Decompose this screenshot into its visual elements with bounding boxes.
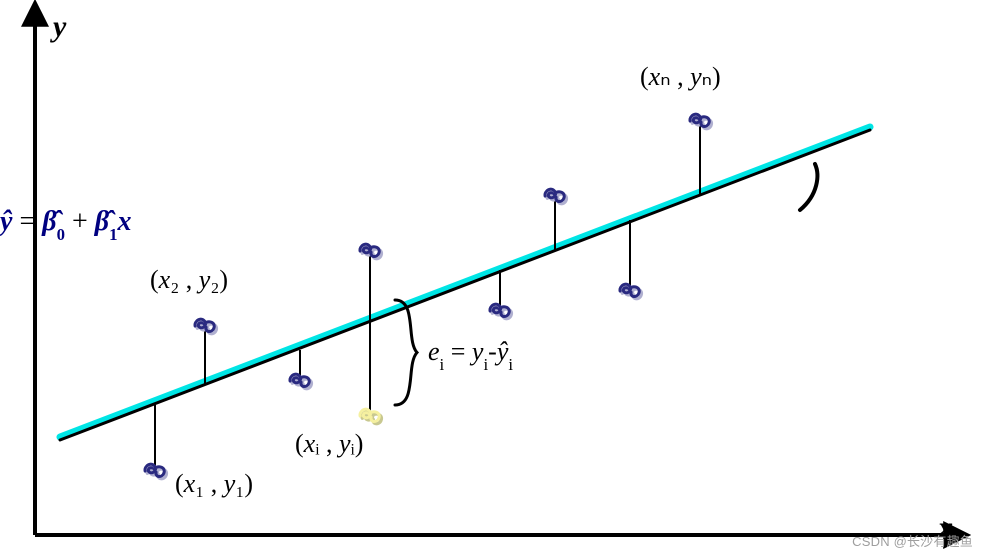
data-point-pi_upper [360, 244, 381, 259]
data-point-p2 [195, 319, 216, 334]
data-point-pi [360, 409, 381, 424]
point-label-p1: (x₁ , y₁) [175, 469, 253, 498]
residual-brace [395, 300, 417, 405]
point-label-pn: (xₙ , yₙ) [640, 62, 721, 91]
data-point-p6 [545, 189, 566, 204]
regression-equation: ŷ = β̂0 + β̂1x [0, 206, 132, 244]
data-point-pn [690, 114, 711, 129]
data-point-p3 [290, 374, 311, 389]
y-axis-label: y [50, 10, 67, 43]
point-label-pi: (xᵢ , yᵢ) [295, 429, 363, 458]
equation-pointer [800, 164, 817, 210]
point-label-p2: (x₂ , y₂) [150, 265, 228, 294]
data-point-p7 [620, 284, 641, 299]
regression-diagram: yx(x₁ , y₁)(x₂ , y₂)(xᵢ , yᵢ)(xₙ , yₙ)ei… [0, 0, 993, 560]
residual-label: ei = yi-ŷi [428, 337, 513, 374]
data-point-p1 [145, 464, 166, 479]
watermark-text: CSDN @长沙有趣鱼 [852, 531, 973, 550]
data-point-p5 [490, 304, 511, 319]
